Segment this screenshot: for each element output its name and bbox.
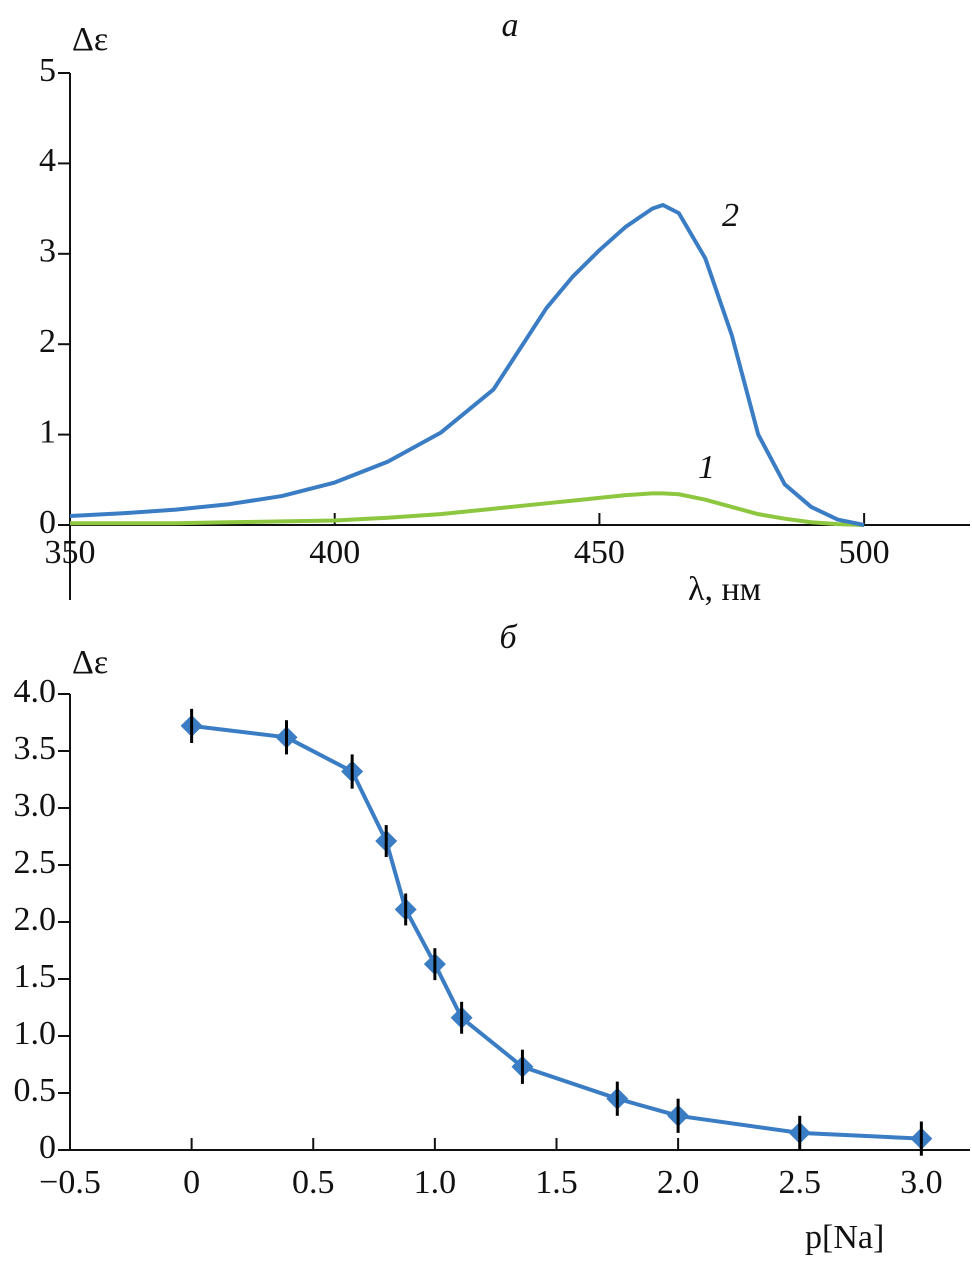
panel-title: а [502, 7, 519, 44]
y-tick-label: 4.0 [14, 673, 57, 710]
x-tick-label: 2.0 [657, 1164, 700, 1201]
x-tick-label: 400 [309, 534, 360, 571]
y-tick-label: 0 [39, 504, 56, 541]
y-tick-label: 4 [39, 142, 56, 179]
y-tick-label: 3 [39, 233, 56, 270]
y-tick-label: 3.5 [14, 730, 57, 767]
y-tick-label: 1.5 [14, 958, 57, 995]
x-tick-label: 0.5 [292, 1164, 335, 1201]
data-line [69, 202, 865, 527]
x-tick-label: 350 [45, 534, 96, 571]
y-axis-label: Δε [72, 644, 108, 681]
x-tick-label: −0.5 [39, 1164, 101, 1201]
x-tick-label: 1.5 [535, 1164, 578, 1201]
panel-title: б [499, 619, 518, 656]
data-line [191, 723, 922, 1141]
y-tick-label: 2 [39, 323, 56, 360]
x-tick-label: 450 [574, 534, 625, 571]
x-axis-label: λ, нм [688, 571, 761, 608]
y-tick-label: 5 [39, 52, 56, 89]
y-tick-label: 3.0 [14, 787, 57, 824]
y-tick-label: 2.0 [14, 901, 57, 938]
y-tick-label: 1.0 [14, 1015, 57, 1052]
series-label: 2 [722, 197, 739, 234]
y-axis-label: Δε [72, 21, 108, 58]
x-tick-label: 3.0 [900, 1164, 943, 1201]
y-tick-label: 2.5 [14, 844, 57, 881]
x-axis-label: p[Na] [805, 1219, 884, 1256]
x-tick-label: 0 [183, 1164, 200, 1201]
y-tick-label: 0 [39, 1129, 56, 1166]
x-tick-label: 1.0 [414, 1164, 457, 1201]
y-tick-label: 0.5 [14, 1072, 57, 1109]
x-tick-label: 2.5 [778, 1164, 821, 1201]
data-line [70, 491, 865, 527]
series-label: 1 [698, 449, 715, 486]
y-tick-label: 1 [39, 413, 56, 450]
x-tick-label: 500 [839, 534, 890, 571]
